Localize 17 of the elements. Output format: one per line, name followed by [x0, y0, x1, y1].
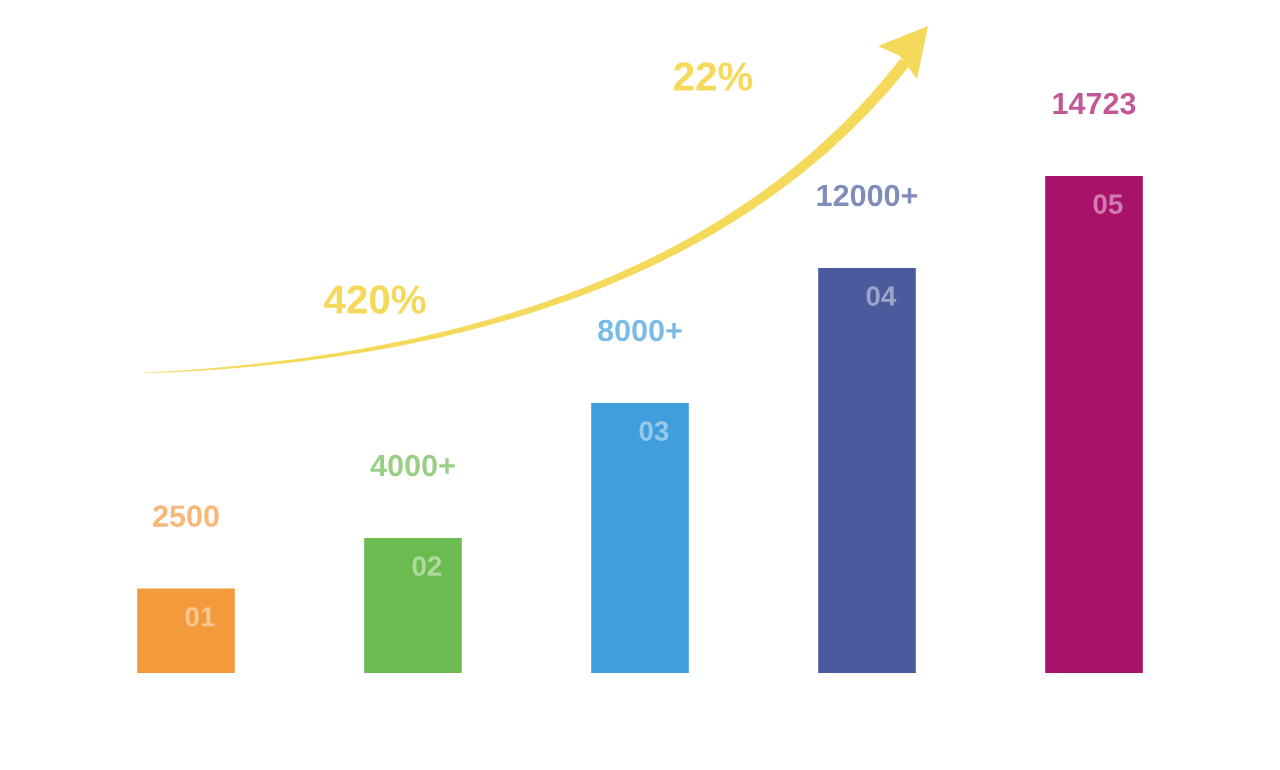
x-tick-label: 03: [639, 421, 669, 441]
data-label: 12000+: [817, 184, 918, 207]
data-label: 8000+: [598, 319, 682, 342]
x-tick-label: 05: [1093, 194, 1123, 214]
bar: [364, 537, 462, 673]
text: 22%: [674, 62, 753, 91]
x-tick-label: 04: [866, 286, 897, 306]
bar: [137, 588, 235, 673]
data-label: 14723: [1053, 92, 1136, 115]
x-tick-label: 01: [185, 606, 215, 627]
data-label: 4000+: [370, 454, 455, 477]
bar: [818, 267, 916, 673]
data-label: 2500: [153, 505, 219, 527]
x-tick-label: 02: [412, 556, 442, 576]
bar: [591, 402, 689, 673]
bar: [1045, 175, 1143, 673]
annotation: 420%: [324, 285, 426, 314]
